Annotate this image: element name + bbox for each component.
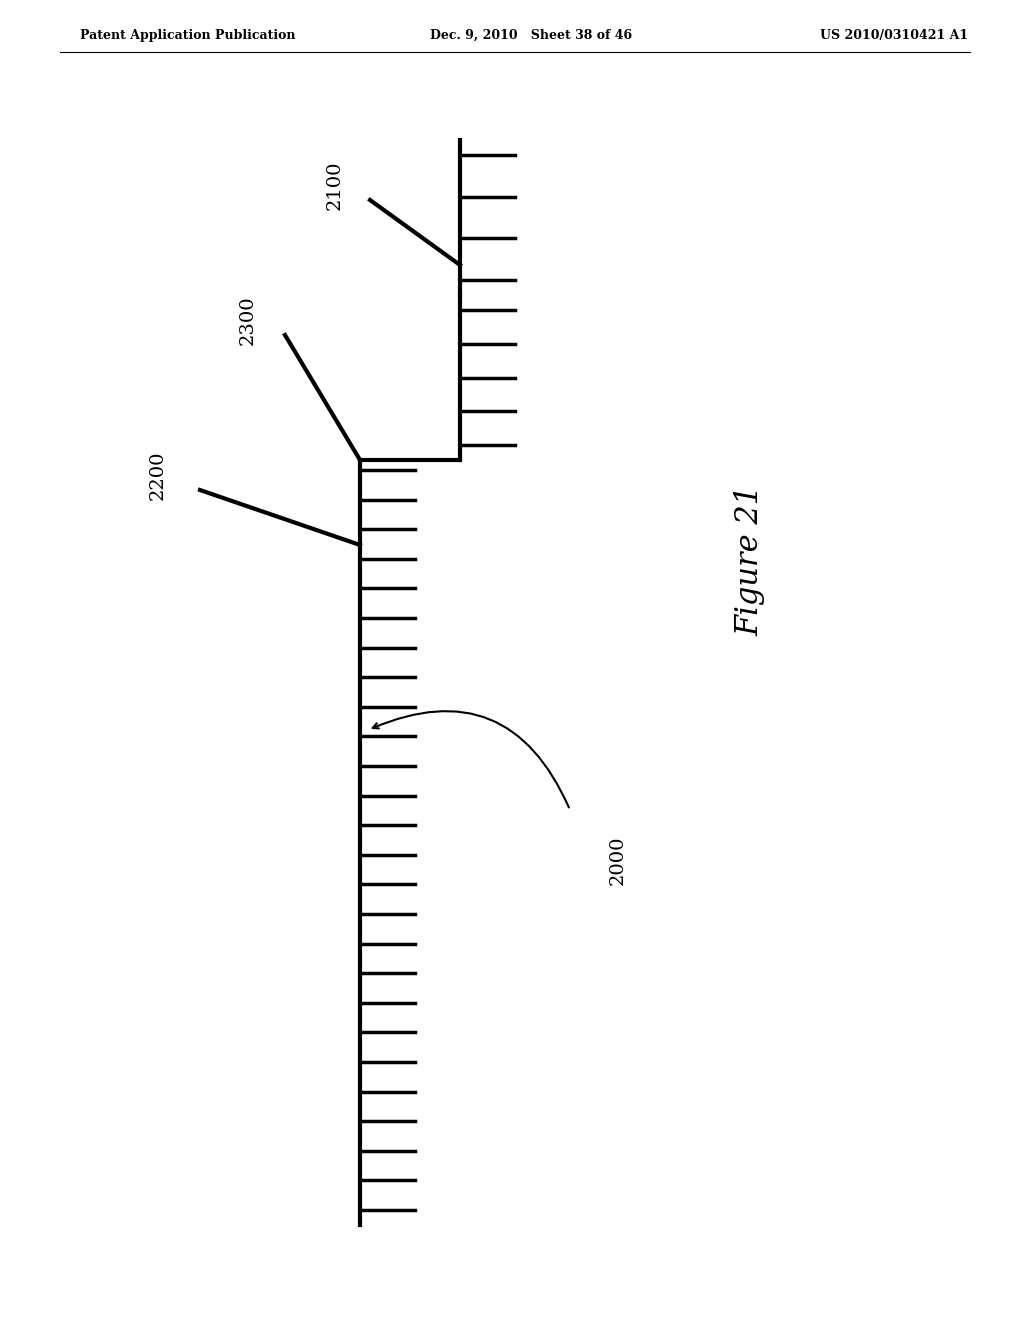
Text: 2000: 2000 bbox=[609, 836, 627, 884]
Text: Patent Application Publication: Patent Application Publication bbox=[80, 29, 296, 41]
Text: US 2010/0310421 A1: US 2010/0310421 A1 bbox=[820, 29, 968, 41]
Text: 2300: 2300 bbox=[239, 296, 257, 345]
Text: 2100: 2100 bbox=[326, 160, 344, 210]
Text: Figure 21: Figure 21 bbox=[734, 484, 766, 635]
Text: 2200: 2200 bbox=[150, 450, 167, 500]
Text: Dec. 9, 2010   Sheet 38 of 46: Dec. 9, 2010 Sheet 38 of 46 bbox=[430, 29, 632, 41]
